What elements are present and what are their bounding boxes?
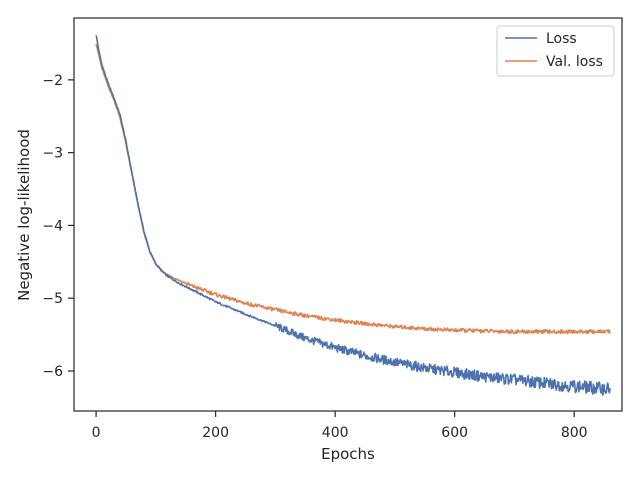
x-axis-ticks: 0 200 400 600 800: [92, 411, 588, 441]
legend-label-val-loss: Val. loss: [546, 54, 603, 70]
x-tick-label: 800: [561, 425, 588, 441]
plot-frame: [73, 17, 623, 412]
x-tick-label: 400: [322, 425, 349, 441]
series-layer: [95, 35, 611, 396]
y-tick-label: −2: [42, 73, 63, 89]
x-tick-label: 600: [441, 425, 468, 441]
y-tick-label: −6: [42, 364, 63, 380]
series-line-loss: [95, 35, 611, 396]
legend: Loss Val. loss: [496, 25, 615, 77]
series-line-val-loss: [95, 43, 611, 335]
y-tick-label: −5: [42, 291, 63, 307]
y-axis-label: Negative log-likelihood: [15, 129, 33, 301]
x-tick-label: 0: [92, 425, 101, 441]
legend-label-loss: Loss: [546, 31, 577, 47]
y-axis-ticks: −2 −3 −4 −5 −6: [42, 73, 74, 380]
x-tick-label: 200: [202, 425, 229, 441]
x-axis-label: Epochs: [321, 445, 375, 463]
plot-area: [73, 17, 623, 412]
y-tick-label: −3: [42, 146, 63, 162]
y-tick-label: −4: [42, 218, 63, 234]
